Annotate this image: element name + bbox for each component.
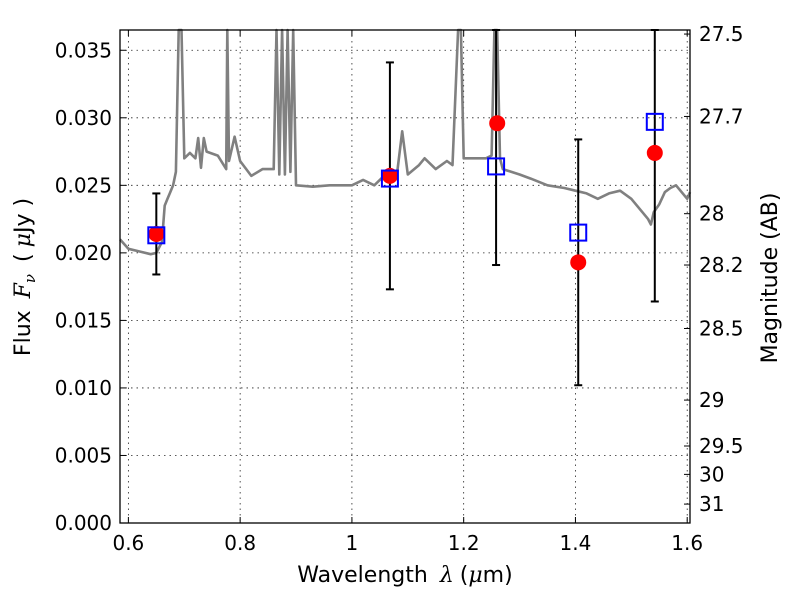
x-tick-label: 1.6 [671, 531, 703, 555]
x-axis-ticks: 0.6 0.8 1 1.2 1.4 1.6 [112, 30, 703, 555]
observed-point [646, 144, 663, 161]
model-band-points-layer [147, 112, 664, 245]
magnitude-tick-label: 28.5 [699, 317, 744, 341]
magnitude-tick-label: 27.7 [699, 104, 744, 128]
y-tick-label: 0.035 [55, 38, 112, 62]
model-spectrum-layer [119, 28, 692, 256]
observed-point [489, 115, 506, 132]
x-tick-label: 1.4 [560, 531, 592, 555]
plot-frame [119, 29, 691, 524]
grid-lines [120, 30, 690, 524]
model-spectrum-line [119, 28, 692, 256]
magnitude-tick-label: 29.5 [699, 434, 744, 458]
y-axis-title-symbol: F [11, 282, 36, 299]
magnitude-tick-label: 31 [699, 492, 724, 516]
x-axis-title-unit-rest: m) [483, 563, 513, 588]
x-tick-label: 1.2 [448, 531, 480, 555]
model-band-point [147, 226, 166, 245]
y-axis-title-unit-mu: μ [11, 233, 36, 247]
model-band-point [569, 223, 588, 242]
y-tick-label: 0.005 [55, 443, 112, 467]
x-axis-title: Wavelength λ (μm) [297, 563, 512, 588]
observed-point [148, 225, 165, 242]
model-band-point [380, 169, 399, 188]
magnitude-axis-title: Magnitude (AB) [758, 193, 783, 364]
y-tick-label: 0.010 [55, 376, 112, 400]
x-axis-title-unit-open: ( [460, 563, 469, 588]
magnitude-tick-label: 28 [699, 202, 724, 226]
model-band-point [645, 112, 664, 131]
y-axis-title-text: Flux [11, 310, 36, 356]
x-tick-label: 0.8 [224, 531, 256, 555]
observed-points-layer [148, 115, 663, 271]
y-axis-title-subscript: ν [21, 274, 39, 283]
y-axis-title: Flux Fν ( μJy ) [11, 198, 39, 356]
magnitude-tick-label: 30 [699, 462, 724, 486]
x-axis-title-unit-mu: μ [468, 563, 482, 588]
x-tick-label: 0.6 [112, 531, 144, 555]
y-tick-label: 0.030 [55, 106, 112, 130]
magnitude-tick-label: 27.5 [699, 22, 744, 46]
y-tick-label: 0.020 [55, 241, 112, 265]
observed-point [381, 167, 398, 184]
model-band-point [487, 157, 506, 176]
magnitude-tick-label: 29 [699, 388, 724, 412]
y-tick-label: 0.000 [55, 511, 112, 535]
x-axis-title-symbol: λ [439, 563, 454, 588]
x-axis-title-text: Wavelength [297, 563, 428, 588]
y-tick-label: 0.025 [55, 173, 112, 197]
magnitude-tick-label: 28.2 [699, 253, 744, 277]
y-axis-title-unit-rest: Jy ) [11, 198, 36, 235]
y-axis-title-unit-open: ( [11, 253, 36, 262]
x-tick-label: 1 [346, 531, 359, 555]
observed-point [570, 254, 587, 271]
magnitude-axis-ticks: 27.5 27.7 28 28.2 28.5 29 29.5 30 31 [684, 22, 744, 516]
y-tick-label: 0.015 [55, 308, 112, 332]
y-axis-ticks: 0.000 0.005 0.010 0.015 0.020 0.025 0.030 0.035 [55, 38, 126, 535]
